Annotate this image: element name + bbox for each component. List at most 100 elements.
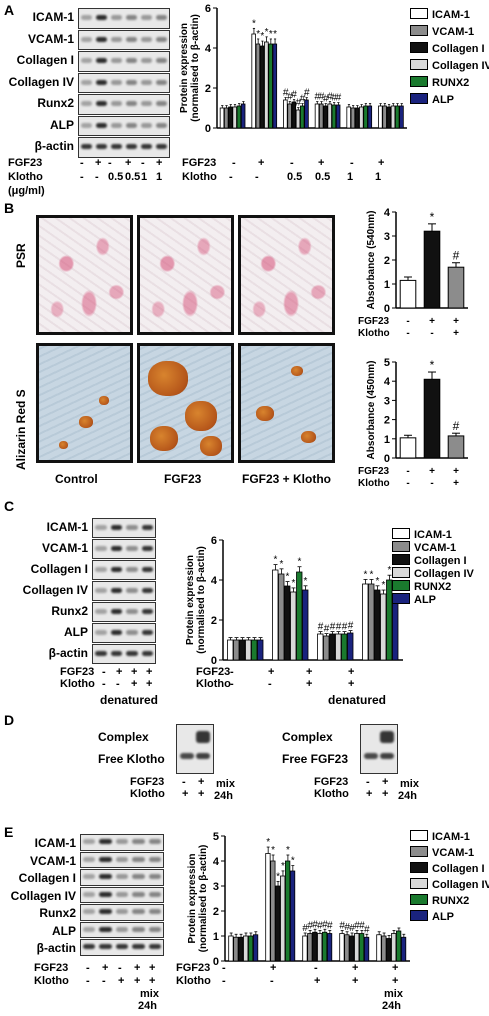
bar <box>232 106 237 129</box>
legend-entry: RUNX2 <box>392 580 451 593</box>
legend-label: ALP <box>432 94 454 106</box>
y-tick-label: 0 <box>213 956 219 968</box>
significance-mark: # <box>318 622 324 633</box>
treatment-value: + <box>382 776 389 788</box>
legend-entry: ALP <box>410 93 454 106</box>
blot-strip <box>92 518 156 538</box>
bar <box>374 589 381 661</box>
blot-band <box>111 79 122 85</box>
blot-band <box>81 58 92 64</box>
significance-mark: # <box>453 249 460 263</box>
significance-mark: # <box>283 88 289 99</box>
chart-treatment-value: + <box>318 157 325 169</box>
legend-entry: ALP <box>410 910 454 923</box>
col-label-control: Control <box>55 472 98 486</box>
treatment-value: - <box>86 975 90 987</box>
legend-label: Collagen I <box>414 555 467 567</box>
blot-band <box>96 58 107 64</box>
significance-mark: # <box>336 622 342 633</box>
blot-band <box>132 839 145 845</box>
treatment-value: - <box>430 478 433 489</box>
bar <box>349 935 355 962</box>
blot-band <box>141 567 153 572</box>
bar <box>302 935 308 962</box>
blot-strip <box>92 539 156 559</box>
blot-label: Collagen I <box>18 871 76 885</box>
bar <box>268 43 273 129</box>
significance-mark: # <box>291 90 297 101</box>
bar <box>399 437 417 459</box>
chart-treatment-label: FGF23 <box>182 157 217 169</box>
chart-treatment-label: FGF23 <box>196 666 231 678</box>
significance-mark: # <box>349 923 355 934</box>
blot-label: ICAM-1 <box>34 836 76 850</box>
bar-chart-c: 0 2 4 6 Protein expression (normalised to β-a… <box>185 535 403 667</box>
bar <box>368 583 375 661</box>
bar <box>264 41 269 129</box>
blot-band <box>81 101 92 107</box>
chart-treatment-label: FGF23 <box>176 962 211 974</box>
significance-mark: # <box>295 98 301 109</box>
chart-treatment-value: + <box>306 666 313 678</box>
blot-band <box>132 891 145 897</box>
significance-mark: * <box>388 565 392 576</box>
blot-band <box>81 144 92 150</box>
blot-label: β-actin <box>48 646 88 660</box>
blot-label: ICAM-1 <box>32 10 74 24</box>
denatured-label: denatured <box>100 693 159 707</box>
y-tick-label: 3 <box>384 231 390 243</box>
blot-band <box>156 15 167 21</box>
blot-label: Runx2 <box>39 906 76 920</box>
legend-swatch <box>392 580 410 591</box>
y-tick-label: 5 <box>213 831 219 843</box>
treatment-value: + <box>453 316 459 327</box>
blot-strip <box>92 602 156 622</box>
klotho-unit: (μg/ml) <box>8 185 45 197</box>
chart-treatment-value: - <box>230 678 234 690</box>
treatment-value: + <box>118 975 125 987</box>
blot-band <box>148 891 161 897</box>
y-axis-label: (normalised to β-actin) <box>198 845 209 953</box>
blot-strip <box>80 834 164 851</box>
treatment-label: FGF23 <box>314 776 349 788</box>
chart-treatment-value: + <box>270 962 277 974</box>
blot-band <box>110 630 122 635</box>
significance-mark: # <box>319 92 325 103</box>
chart-treatment-value: - <box>268 678 272 690</box>
bar <box>257 639 264 661</box>
legend-label: Collagen IV <box>432 879 489 891</box>
gel-band-free <box>380 753 394 759</box>
blot-strip <box>80 921 164 938</box>
blot-band <box>148 874 161 880</box>
blot-band <box>126 588 138 593</box>
bar <box>312 931 318 962</box>
time-label: 24h <box>398 790 417 802</box>
bar <box>347 632 354 661</box>
legend-entry: Collagen IV <box>392 567 474 580</box>
treatment-value: + <box>429 316 435 327</box>
blot-band <box>115 891 129 897</box>
significance-mark: # <box>359 921 365 932</box>
legend-label: ALP <box>414 594 436 606</box>
y-tick-label: 0 <box>211 655 217 667</box>
bar <box>289 870 296 962</box>
gel-left <box>176 724 214 774</box>
blot-strip <box>78 115 170 136</box>
blot-band <box>115 944 129 950</box>
chart-treatment-value: + <box>348 666 355 678</box>
blot-band <box>141 58 152 64</box>
chart-treatment-value: - <box>270 975 274 987</box>
bar <box>399 279 417 309</box>
micrograph-ars-fgf23-klotho <box>238 343 335 463</box>
significance-mark: # <box>330 622 336 633</box>
bar <box>238 936 244 962</box>
blot-band <box>115 839 129 845</box>
treatment-value: - <box>406 478 409 489</box>
y-tick-label: 1 <box>213 931 219 943</box>
panel-label-b: B <box>4 200 15 216</box>
blot-band <box>110 651 122 656</box>
blot-band <box>96 36 107 42</box>
blot-band <box>126 36 137 42</box>
blot-strip <box>92 581 156 601</box>
bar <box>243 935 249 962</box>
